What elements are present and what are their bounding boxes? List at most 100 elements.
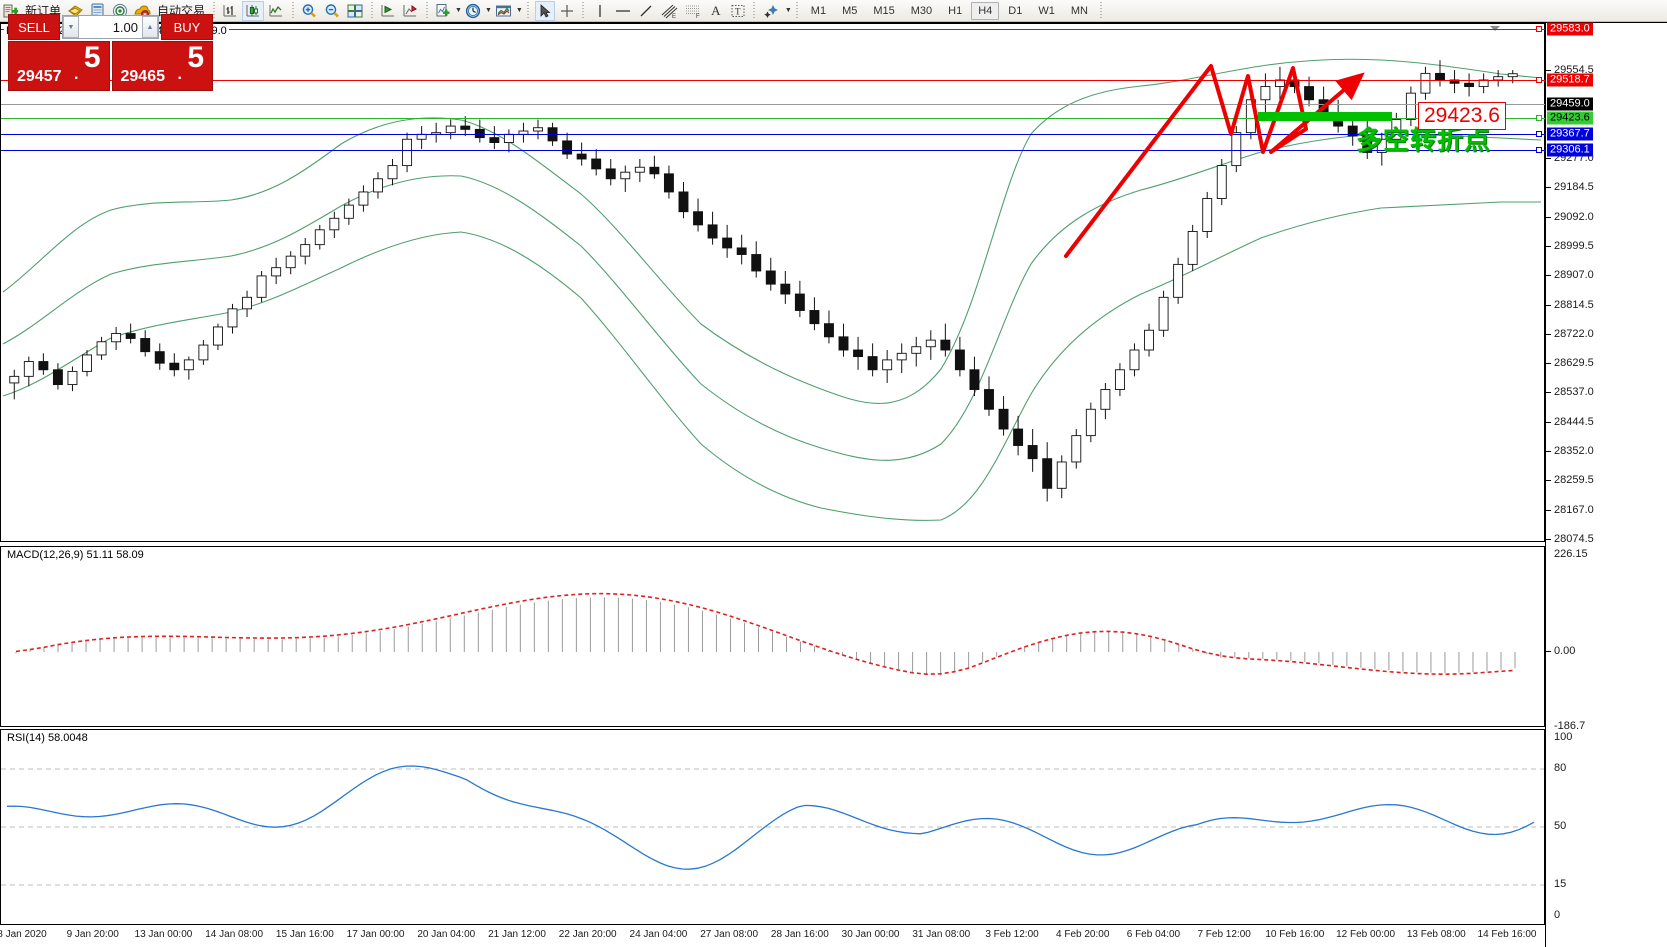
objects-icon[interactable] xyxy=(761,1,783,21)
macd-tick-mark xyxy=(1546,651,1551,652)
time-axis-label: 17 Jan 00:00 xyxy=(346,929,405,940)
trendline-icon[interactable] xyxy=(636,1,656,21)
level-line-29423[interactable] xyxy=(1,118,1546,119)
toolbar-separator xyxy=(210,1,218,20)
timeframe-group[interactable]: M1 M5 M15 M30 H1 H4 D1 W1 MN xyxy=(803,1,1107,20)
price-tick-mark xyxy=(1546,70,1551,71)
toolbar-separator xyxy=(524,1,532,20)
crosshair-icon[interactable] xyxy=(557,1,577,21)
period-dropdown-icon[interactable]: ▼ xyxy=(484,7,492,14)
price-level-chip[interactable]: 29518.7 xyxy=(1547,73,1593,87)
timeframe-m5-button[interactable]: M5 xyxy=(842,4,858,17)
price-axis[interactable]: 29554.5 29277.0 29184.5 29092.0 28999.5 28907… xyxy=(1545,22,1667,947)
fibonacci-retracement-icon[interactable]: F xyxy=(682,1,704,21)
objects-dropdown-icon[interactable]: ▼ xyxy=(784,7,792,14)
time-axis-label: 3 Feb 12:00 xyxy=(985,929,1039,940)
sell-price-fraction: 5 xyxy=(83,41,101,74)
one-click-trading-panel[interactable]: SELL ▼ 1.00 ▲ BUY 29457 . 5 29465 . 5 xyxy=(8,14,213,92)
toolbar-separator xyxy=(289,1,297,20)
price-level-chip[interactable]: 29459.0 xyxy=(1547,97,1593,111)
price-tick-mark xyxy=(1546,333,1551,335)
line-chart-icon[interactable] xyxy=(266,1,286,21)
level-handle-29423[interactable] xyxy=(1536,115,1542,121)
macd-pane[interactable]: MACD(12,26,9) 51.11 58.09 xyxy=(0,546,1545,727)
trade-panel-prices: 29457 . 5 29465 . 5 xyxy=(8,41,213,91)
new-chart-icon[interactable] xyxy=(433,1,453,21)
timeframe-m30-button[interactable]: M30 xyxy=(910,4,933,17)
level-handle-29306[interactable] xyxy=(1536,147,1542,153)
expert-advisors-icon[interactable] xyxy=(65,1,86,21)
data-window-icon[interactable] xyxy=(88,1,108,21)
time-axis-label: 31 Jan 08:00 xyxy=(912,929,971,940)
zoom-out-icon[interactable] xyxy=(322,1,343,21)
pointer-icon[interactable] xyxy=(534,0,555,21)
svg-text:T: T xyxy=(735,6,741,16)
timeframe-mn-button[interactable]: MN xyxy=(1070,4,1088,17)
volume-stepper[interactable]: ▼ 1.00 ▲ xyxy=(62,15,159,39)
equidistant-channel-icon[interactable]: E xyxy=(658,1,680,21)
toolbar-separator xyxy=(750,1,758,20)
level-line-29583[interactable] xyxy=(1,29,1546,30)
price-level-chip[interactable]: 29583.0 xyxy=(1547,22,1593,36)
level-handle-29583[interactable] xyxy=(1536,26,1542,32)
auto-scroll-icon[interactable] xyxy=(400,1,420,21)
level-line-29367[interactable] xyxy=(1,134,1546,135)
level-line-29306[interactable] xyxy=(1,150,1546,151)
timeframe-d1-button[interactable]: D1 xyxy=(1008,4,1023,17)
price-tick-label: 28907.0 xyxy=(1554,269,1594,282)
text-label-icon[interactable]: A xyxy=(711,2,721,18)
timeframe-h1-button[interactable]: H1 xyxy=(948,4,963,17)
chart-area[interactable]: DJI30-,H4 29452.0 29464.0 29443.0 29459.… xyxy=(0,22,1667,947)
macd-canvas xyxy=(15,592,1516,676)
level-line-29459[interactable] xyxy=(1,104,1546,105)
new-chart-dropdown-icon[interactable]: ▼ xyxy=(455,7,462,14)
volume-input[interactable]: 1.00 xyxy=(112,19,138,35)
rsi-axis-label: 15 xyxy=(1554,878,1567,890)
horizontal-line-icon[interactable] xyxy=(612,1,634,21)
time-axis-label: 7 Feb 12:00 xyxy=(1197,929,1251,940)
bar-chart-icon[interactable] xyxy=(220,1,240,21)
price-tick-mark xyxy=(1546,509,1551,511)
indicators-dropdown-icon[interactable]: ▼ xyxy=(515,7,523,14)
sell-price-button[interactable]: 29457 . 5 xyxy=(8,41,110,91)
price-tick-label: 28999.5 xyxy=(1554,239,1594,252)
vertical-line-icon[interactable] xyxy=(590,1,610,21)
trade-panel-controls: SELL ▼ 1.00 ▲ BUY xyxy=(8,14,213,40)
zoom-in-icon[interactable] xyxy=(299,1,320,21)
volume-increase-button[interactable]: ▲ xyxy=(142,16,158,38)
toolbar-separator xyxy=(423,1,431,20)
price-level-chip[interactable]: 29306.1 xyxy=(1547,143,1593,157)
price-level-chip[interactable]: 29367.7 xyxy=(1547,127,1593,141)
macd-axis-label: 226.15 xyxy=(1554,548,1588,560)
indicators-icon[interactable] xyxy=(493,1,514,21)
volume-decrease-button[interactable]: ▼ xyxy=(63,16,79,38)
buy-button[interactable]: BUY xyxy=(161,14,213,40)
tile-windows-icon[interactable] xyxy=(345,1,365,21)
timeframe-m1-button[interactable]: M1 xyxy=(810,4,827,17)
chart-shift-icon[interactable] xyxy=(378,1,398,21)
timeframe-h4-button[interactable]: H4 xyxy=(971,1,1000,20)
text-box-icon[interactable]: T xyxy=(728,1,748,21)
sell-button[interactable]: SELL xyxy=(8,14,60,40)
price-tick-label: 28444.5 xyxy=(1554,415,1594,428)
timeframe-m15-button[interactable]: M15 xyxy=(873,4,895,17)
price-level-chip[interactable]: 29423.6 xyxy=(1547,111,1593,125)
candlestick-chart-icon[interactable] xyxy=(242,0,265,21)
price-tick-label: 28722.0 xyxy=(1554,327,1594,340)
buy-price-button[interactable]: 29465 . 5 xyxy=(111,41,213,91)
price-tick-label: 28352.0 xyxy=(1554,445,1594,458)
level-handle-29518[interactable] xyxy=(1536,77,1542,83)
price-tick-mark xyxy=(1546,451,1551,453)
level-line-29518[interactable] xyxy=(1,80,1546,81)
sell-price-integer: 29457 xyxy=(17,68,62,85)
period-icon[interactable] xyxy=(463,1,483,21)
time-axis[interactable]: 8 Jan 2020 9 Jan 20:00 13 Jan 00:00 14 Jan … xyxy=(0,925,1545,947)
rsi-axis-label: 0 xyxy=(1554,909,1561,921)
rsi-pane[interactable]: RSI(14) 58.0048 xyxy=(0,729,1545,925)
time-axis-label: 10 Feb 16:00 xyxy=(1265,929,1325,940)
new-order-icon[interactable] xyxy=(1,1,21,21)
level-handle-29367[interactable] xyxy=(1536,131,1542,137)
timeframe-w1-button[interactable]: W1 xyxy=(1038,4,1055,17)
time-axis-label: 13 Jan 00:00 xyxy=(134,929,193,940)
price-pane[interactable]: 多空转折点 xyxy=(0,23,1546,542)
